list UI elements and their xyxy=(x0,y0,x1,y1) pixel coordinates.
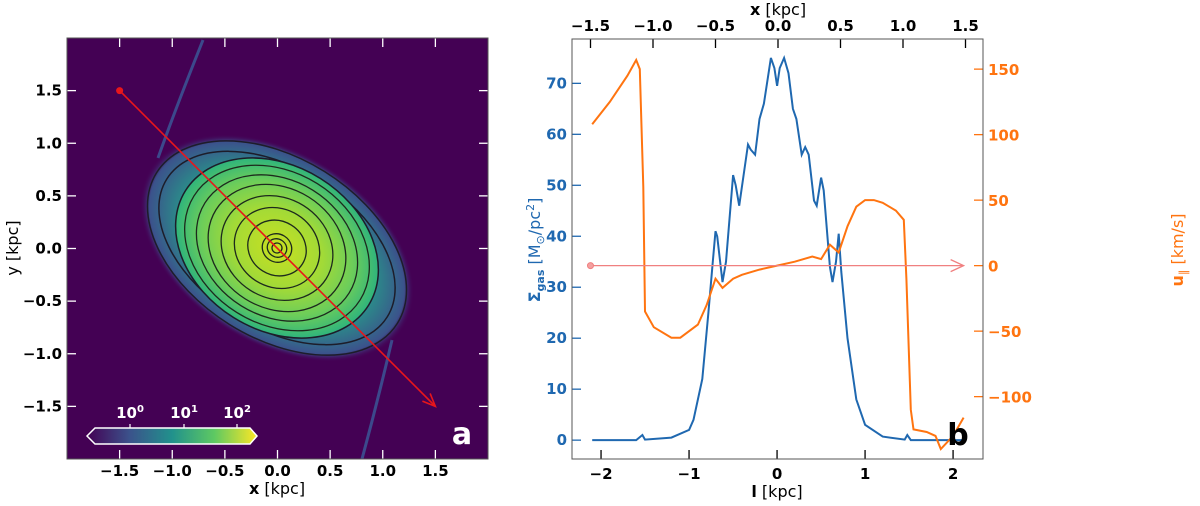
zero-arrow-start xyxy=(586,262,594,270)
cut-arrow-head xyxy=(422,393,437,408)
y-tick-label-left: 30 xyxy=(546,278,567,296)
y-tick-label: 1.5 xyxy=(35,82,62,100)
top-x-tick-label: 1.5 xyxy=(952,17,979,35)
x-tick-label: 0 xyxy=(772,465,782,483)
panel-a: −1.5 −1.0 −0.5 0.0 0.5 1.0 1.5 −1.5 −1.0 −0.5 0.0 0… xyxy=(3,37,489,498)
x-tick-label: −2 xyxy=(590,465,613,483)
x-tick-label: −1.0 xyxy=(153,462,192,480)
y-tick-label-right: 100 xyxy=(988,127,1019,145)
top-x-tick-label: −1.5 xyxy=(571,17,610,35)
x-tick-label: 1.0 xyxy=(369,462,396,480)
y-tick-label-right: 0 xyxy=(988,258,998,276)
zero-arrow-head xyxy=(950,259,966,273)
panel-a-axes: −1.5 −1.0 −0.5 0.0 0.5 1.0 1.5 −1.5 −1.0 −0.5 0.0 0… xyxy=(23,38,488,480)
y-tick-label-right: −100 xyxy=(988,389,1032,407)
x-tick-label: 0.0 xyxy=(264,462,291,480)
x-tick-label: 0.5 xyxy=(317,462,344,480)
spiral-arm-lower xyxy=(360,339,394,459)
x-tick-label: 1 xyxy=(860,465,870,483)
x-tick-label: −0.5 xyxy=(205,462,244,480)
y-tick-label-left: 70 xyxy=(546,74,567,92)
y-tick-label-left: 60 xyxy=(546,125,567,143)
y-axis-label-right-b: u∥ [km/s] xyxy=(1168,213,1190,286)
x-axis-label-a: x [kpc] xyxy=(249,479,305,498)
panel-b-frame xyxy=(571,38,984,460)
panel-a-label: a xyxy=(452,417,472,452)
velocity-line xyxy=(591,57,965,451)
y-tick-label: 1.0 xyxy=(35,134,62,152)
y-tick-label-right: 50 xyxy=(988,192,1009,210)
panel-b: −2 −1 0 1 2 −1.5 −1.0 −0.5 0.0 0.5 1.0 1.5 0 10 20 30 40… xyxy=(524,0,1190,501)
top-x-tick-label: −1.0 xyxy=(633,17,672,35)
y-tick-label: 0.5 xyxy=(35,187,62,205)
y-tick-label-left: 20 xyxy=(546,329,567,347)
y-tick-label-left: 10 xyxy=(546,380,567,398)
panel-a-frame xyxy=(66,37,489,460)
colorbar: 100 101 102 xyxy=(85,404,258,445)
y-tick-label-right: 150 xyxy=(988,61,1019,79)
x-tick-label: −1.5 xyxy=(100,462,139,480)
sigma-gas-line xyxy=(592,54,962,442)
x-tick-label: −1 xyxy=(678,465,701,483)
top-x-tick-label: 1.0 xyxy=(890,17,917,35)
colorbar-tick-label: 101 xyxy=(170,404,198,422)
y-tick-label: −1.5 xyxy=(23,397,62,415)
colorbar-tick-label: 102 xyxy=(223,404,251,422)
y-tick-label-left: 50 xyxy=(546,176,567,194)
top-x-tick-label: 0.0 xyxy=(765,17,792,35)
top-x-tick-label: 0.5 xyxy=(827,17,854,35)
y-tick-label-left: 0 xyxy=(557,431,567,449)
panel-b-label: b xyxy=(947,418,968,453)
y-tick-label: −1.0 xyxy=(23,345,62,363)
panel-b-axes: −2 −1 0 1 2 −1.5 −1.0 −0.5 0.0 0.5 1.0 1.5 0 10 20 30 40… xyxy=(546,17,1032,483)
x-tick-label: 1.5 xyxy=(422,462,449,480)
y-axis-label-left-b: Σgas [M⊙/pc2] xyxy=(524,198,547,303)
y-tick-label: −0.5 xyxy=(23,292,62,310)
y-tick-label-left: 40 xyxy=(546,227,567,245)
cut-arrow xyxy=(119,90,436,407)
cut-start-marker xyxy=(116,87,124,95)
y-tick-label: 0.0 xyxy=(35,240,62,258)
y-axis-label-a: y [kpc] xyxy=(3,220,22,275)
top-x-tick-label: −0.5 xyxy=(696,17,735,35)
spiral-arm-upper xyxy=(156,39,205,159)
y-tick-label-right: −50 xyxy=(988,323,1021,341)
x-axis-label-b: l [kpc] xyxy=(751,482,802,501)
colorbar-bar xyxy=(85,427,258,445)
colorbar-tick-label: 100 xyxy=(116,404,144,422)
top-x-axis-label-b: x [kpc] xyxy=(750,0,806,19)
x-tick-label: 2 xyxy=(948,465,958,483)
